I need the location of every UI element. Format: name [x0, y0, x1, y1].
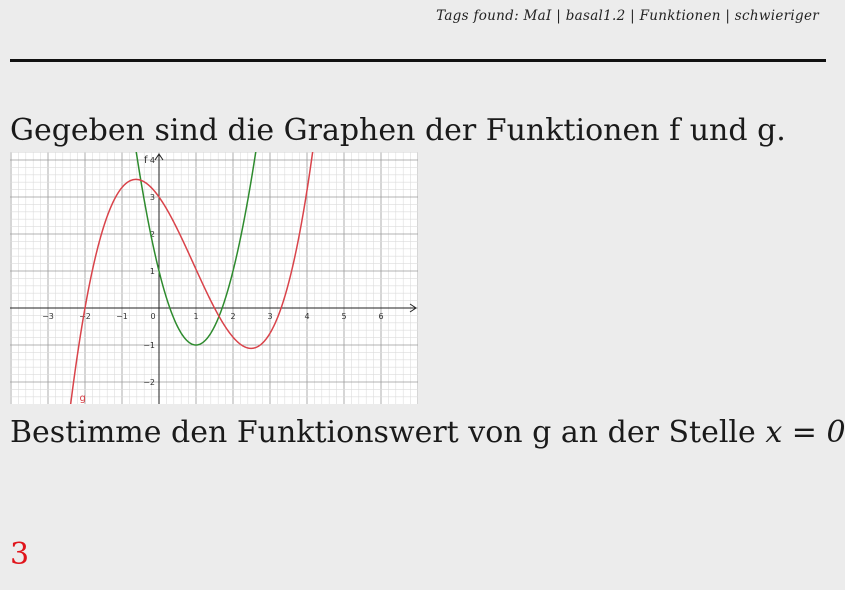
graph-background: [10, 152, 418, 404]
x-tick-label: −2: [79, 312, 91, 321]
y-tick-label: 1: [150, 267, 155, 276]
tag: Funktionen: [639, 8, 721, 24]
x-tick-label: −3: [42, 312, 54, 321]
tags-prefix: Tags found:: [436, 8, 524, 24]
x-axis-arrow: [409, 303, 417, 313]
tag: MaI: [523, 8, 552, 24]
problem-intro: Gegeben sind die Graphen der Funktionen …: [10, 113, 786, 148]
y-tick-label: 2: [150, 230, 155, 239]
tags-line: Tags found: MaI | basal1.2 | Funktionen …: [436, 8, 819, 24]
y-axis-arrow: [154, 153, 164, 161]
answer-value: 3: [10, 537, 30, 572]
x-tick-label: 0: [150, 312, 155, 321]
tag: schwieriger: [734, 8, 819, 24]
problem-question: Bestimme den Funktionswert von g an der …: [10, 416, 845, 450]
x-tick-label: 1: [193, 312, 198, 321]
header-divider: [10, 59, 826, 62]
x-tick-label: 4: [304, 312, 309, 321]
y-tick-label: 3: [150, 193, 155, 202]
question-math: x = 0: [765, 415, 845, 450]
curve-label-g: g: [79, 393, 85, 404]
x-tick-label: −1: [116, 312, 128, 321]
y-tick-label: −1: [143, 341, 155, 350]
x-tick-label: 2: [230, 312, 235, 321]
x-tick-label: 6: [378, 312, 383, 321]
y-tick-label: −2: [143, 378, 155, 387]
curve-f: [135, 152, 257, 346]
y-tick-label: 4: [150, 156, 155, 165]
question-text: Bestimme den Funktionswert von g an der …: [10, 415, 766, 450]
curve-g: [69, 152, 314, 404]
x-tick-label: 3: [267, 312, 272, 321]
tag: basal1.2: [565, 8, 626, 24]
x-tick-label: 5: [341, 312, 346, 321]
curve-label-f: f: [144, 155, 148, 166]
